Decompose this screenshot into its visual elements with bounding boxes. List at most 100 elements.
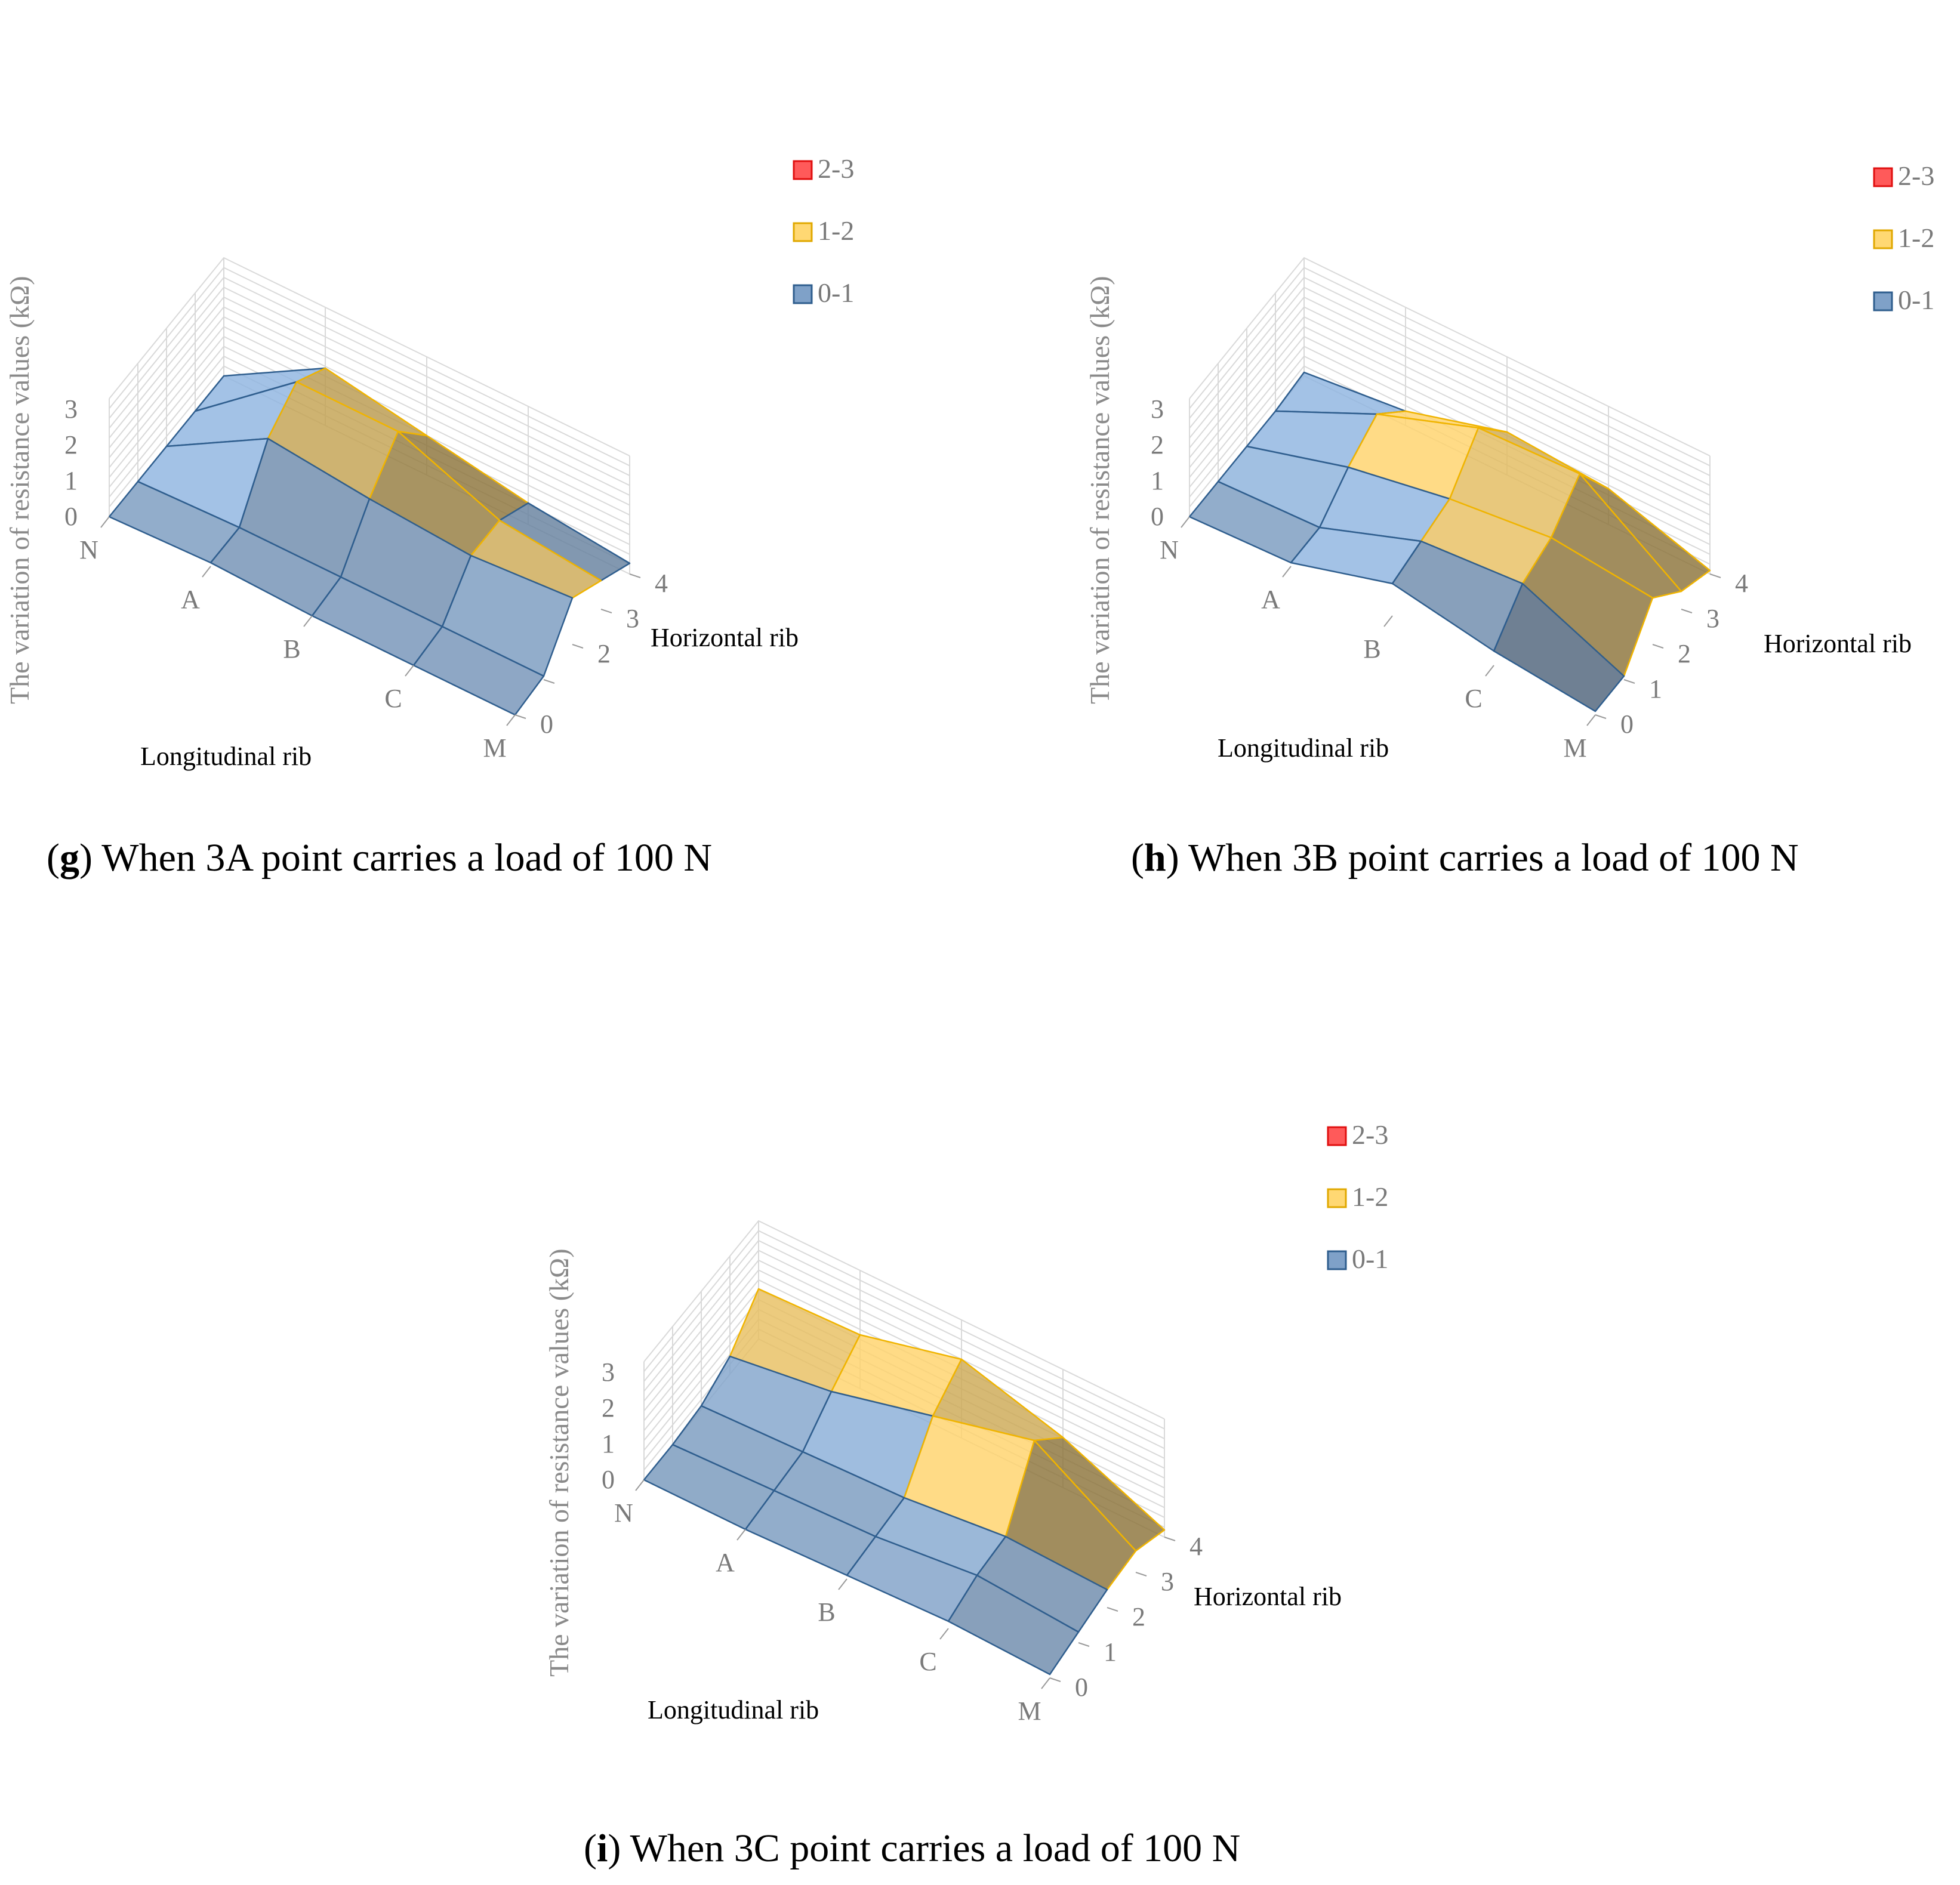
x-tick-label: M [1018,1696,1041,1726]
y-tick-label: 3 [1161,1567,1174,1596]
legend-swatch [1873,167,1893,187]
legend-swatch [793,160,813,180]
legend-label: 0-1 [1352,1244,1388,1274]
y-tick-label: 0 [1075,1673,1088,1702]
caption-g: (g) When 3A point carries a load of 100 … [47,836,712,880]
x-tick-mark [1383,615,1393,627]
x-tick-label: A [181,585,200,614]
x-tick-mark [1586,714,1596,726]
z-ticks: 0 1 2 3 [64,394,78,531]
caption-text-h: When 3B point carries a load of 100 N [1188,836,1799,880]
caption-letter-g: g [59,836,79,880]
legend-swatch [793,222,813,242]
z-tick-label: 1 [1151,466,1164,495]
x-tick-label: A [1261,585,1280,614]
x-tick-label: M [483,733,506,763]
legend-swatch [1327,1250,1347,1270]
y-tick-mark [572,644,584,649]
legend-swatch [1873,291,1893,311]
y-tick-mark [543,679,555,684]
y-tick-mark [600,609,612,613]
surface-cell [412,625,545,716]
x-ticks: N A B C M [79,516,516,763]
legend-label: 1-2 [818,215,854,246]
legend-label: 2-3 [818,153,854,184]
z-tick-label: 0 [1151,502,1164,531]
z-tick-label: 1 [64,466,78,495]
x-tick-mark [939,1628,949,1640]
x-tick-label: N [614,1498,633,1528]
y-tick-mark [1709,573,1721,578]
y-tick-label: 3 [1706,604,1719,633]
x-tick-mark [1041,1677,1050,1689]
z-axis-title: The variation of resistance values (kΩ) [4,276,35,704]
x-tick-label: A [716,1548,735,1577]
caption-text-i: When 3C point carries a load of 100 N [630,1827,1241,1870]
y-tick-mark [1049,1677,1061,1682]
caption-i: (i) When 3C point carries a load of 100 … [584,1827,1241,1870]
y-tick-label: 2 [597,639,611,668]
y-tick-mark [1652,644,1664,649]
y-ticks: 0 234 [514,569,668,739]
y-tick-label: 2 [1132,1602,1145,1631]
surface [108,367,631,716]
caption-letter-i: i [596,1827,608,1870]
y-axis-title: Horizontal rib [651,623,799,652]
z-tick-label: 2 [602,1393,615,1423]
legend-label: 1-2 [1898,223,1934,253]
surface [643,1288,1166,1676]
z-tick-label: 0 [602,1465,615,1494]
x-axis-title: Longitudinal rib [648,1695,819,1724]
x-tick-label: B [818,1597,835,1627]
caption-h: (h) When 3B point carries a load of 100 … [1131,836,1799,880]
y-axis-title: Horizontal rib [1194,1582,1342,1611]
z-tick-label: 3 [1151,394,1164,424]
x-tick-mark [838,1578,848,1590]
x-axis-title: Longitudinal rib [140,742,312,771]
z-axis-title: The variation of resistance values (kΩ) [1084,276,1115,704]
x-tick-mark [1485,665,1494,677]
legend-label: 2-3 [1352,1119,1388,1150]
surface [1188,371,1711,712]
legend-swatch [1327,1188,1347,1208]
y-tick-mark [629,573,641,578]
z-tick-label: 3 [64,394,78,424]
y-tick-mark [1595,714,1607,719]
x-tick-mark [1282,566,1292,578]
y-tick-label: 4 [1735,569,1748,598]
x-tick-label: N [79,535,98,564]
y-tick-mark [1078,1642,1090,1647]
z-ticks: 0 1 2 3 [1151,394,1164,531]
legend-label: 0-1 [1898,285,1934,315]
x-tick-label: N [1160,535,1179,564]
x-tick-mark [736,1529,746,1541]
legend-swatch [1327,1126,1347,1146]
y-tick-mark [514,714,526,719]
x-axis-title: Longitudinal rib [1218,733,1389,763]
y-tick-label: 0 [540,709,553,739]
z-tick-label: 2 [1151,430,1164,459]
x-tick-mark [405,665,414,677]
y-tick-label: 1 [1649,674,1662,704]
x-ticks: N A B C M [1160,516,1596,763]
x-tick-label: B [1363,634,1380,664]
x-tick-mark [100,516,110,528]
x-tick-label: B [283,634,300,664]
legend-swatch [1873,229,1893,249]
y-axis-title: Horizontal rib [1764,629,1912,658]
wall-grid [109,257,630,575]
y-tick-mark [1107,1607,1118,1612]
y-tick-label: 4 [1189,1532,1203,1561]
y-tick-label: 1 [1104,1637,1117,1667]
caption-text-g: When 3A point carries a load of 100 N [101,836,712,880]
legend-swatch [793,284,813,304]
z-axis-title: The variation of resistance values (kΩ) [544,1248,574,1677]
x-tick-label: C [919,1647,936,1676]
legend: 2-3 1-2 0-1 [1327,1119,1388,1274]
